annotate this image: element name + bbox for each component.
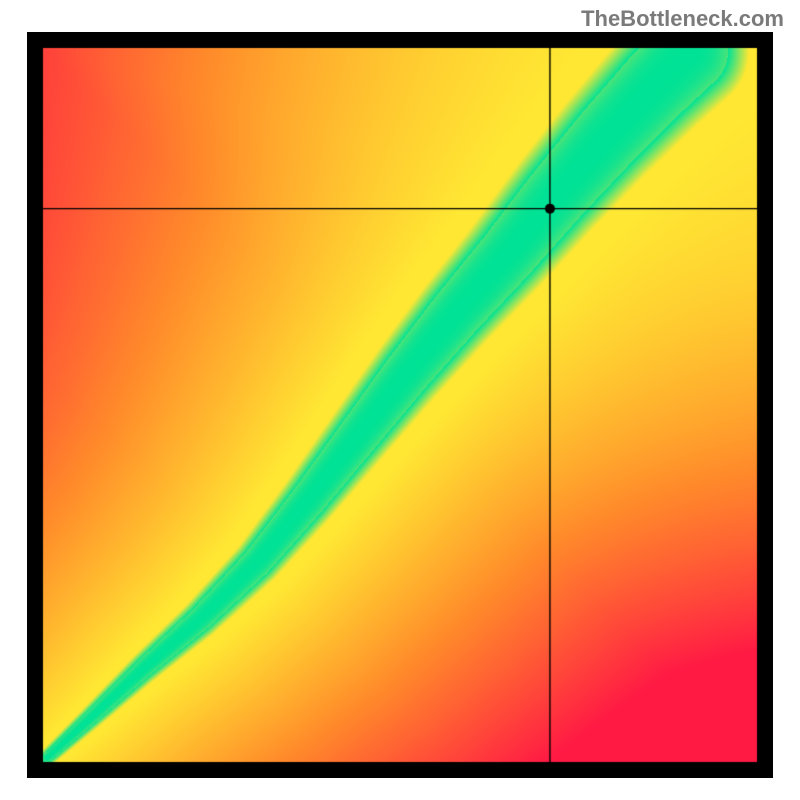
heatmap-canvas <box>27 32 773 778</box>
chart-container: TheBottleneck.com <box>0 0 800 800</box>
watermark-text: TheBottleneck.com <box>581 6 784 32</box>
bottleneck-heatmap <box>27 32 773 778</box>
